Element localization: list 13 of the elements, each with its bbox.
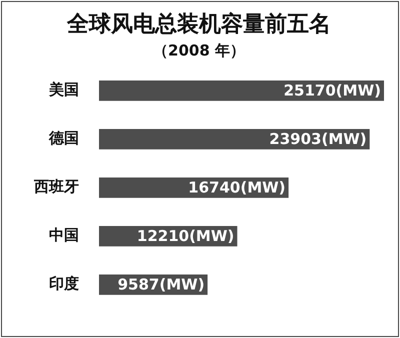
y-tick-label: 印度: [49, 274, 79, 293]
y-tick-label: 西班牙: [33, 178, 79, 196]
data-label: 25170(MW): [284, 82, 381, 100]
bar: [99, 80, 384, 101]
data-label: 23903(MW): [269, 130, 367, 148]
chart-subtitle: （2008 年）: [153, 41, 245, 60]
chart-title: 全球风电总装机容量前五名: [66, 10, 331, 37]
y-tick-label: 美国: [48, 80, 79, 99]
data-label: 12210(MW): [136, 227, 234, 246]
data-label: 16740(MW): [188, 178, 286, 197]
data-label: 9587(MW): [118, 276, 205, 294]
y-tick-label: 德国: [48, 129, 79, 148]
y-tick-label: 中国: [49, 226, 79, 244]
